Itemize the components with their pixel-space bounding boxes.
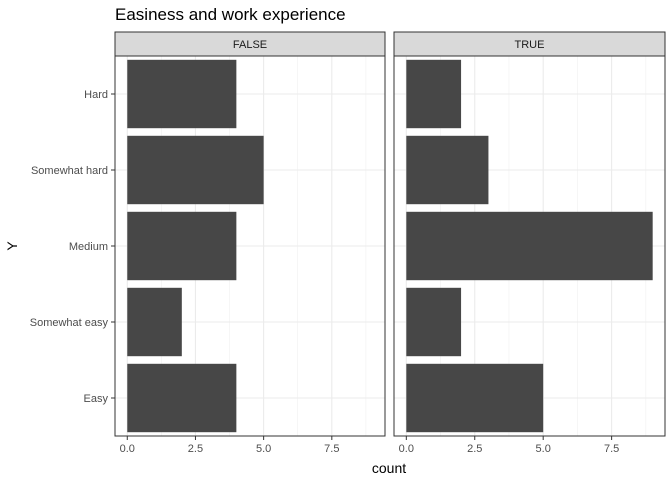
- x-tick-label: 0.0: [120, 443, 135, 455]
- y-tick-label: Hard: [84, 89, 108, 101]
- x-tick-label: 2.5: [188, 443, 203, 455]
- bar-true-easy: [406, 363, 544, 433]
- facet-label-0: FALSE: [233, 39, 267, 51]
- x-tick-label: 5.0: [536, 443, 551, 455]
- y-axis-title: Y: [4, 241, 20, 251]
- x-tick-label: 0.0: [399, 443, 414, 455]
- bar-false-somewhat-easy: [127, 287, 182, 357]
- y-tick-label: Somewhat hard: [31, 165, 108, 177]
- bar-true-medium: [406, 211, 653, 281]
- chart-title: Easiness and work experience: [115, 5, 346, 24]
- x-tick-label: 7.5: [604, 443, 619, 455]
- bar-true-somewhat-hard: [406, 135, 489, 205]
- y-tick-label: Somewhat easy: [30, 317, 109, 329]
- bar-false-hard: [127, 59, 237, 129]
- bar-false-easy: [127, 363, 237, 433]
- x-axis-title: count: [372, 460, 406, 476]
- facet-strip-0: [114, 31, 386, 57]
- facet-label-1: TRUE: [515, 39, 545, 51]
- x-tick-label: 2.5: [467, 443, 482, 455]
- panel-border-1: [393, 55, 666, 437]
- facet-strip-1: [393, 31, 666, 57]
- bar-true-somewhat-easy: [406, 287, 462, 357]
- bar-false-somewhat-hard: [127, 135, 264, 205]
- x-tick-label: 5.0: [256, 443, 271, 455]
- bar-true-hard: [406, 59, 462, 129]
- y-tick-label: Medium: [69, 241, 108, 253]
- x-tick-label: 7.5: [324, 443, 339, 455]
- y-tick-label: Easy: [84, 393, 109, 405]
- bar-false-medium: [127, 211, 237, 281]
